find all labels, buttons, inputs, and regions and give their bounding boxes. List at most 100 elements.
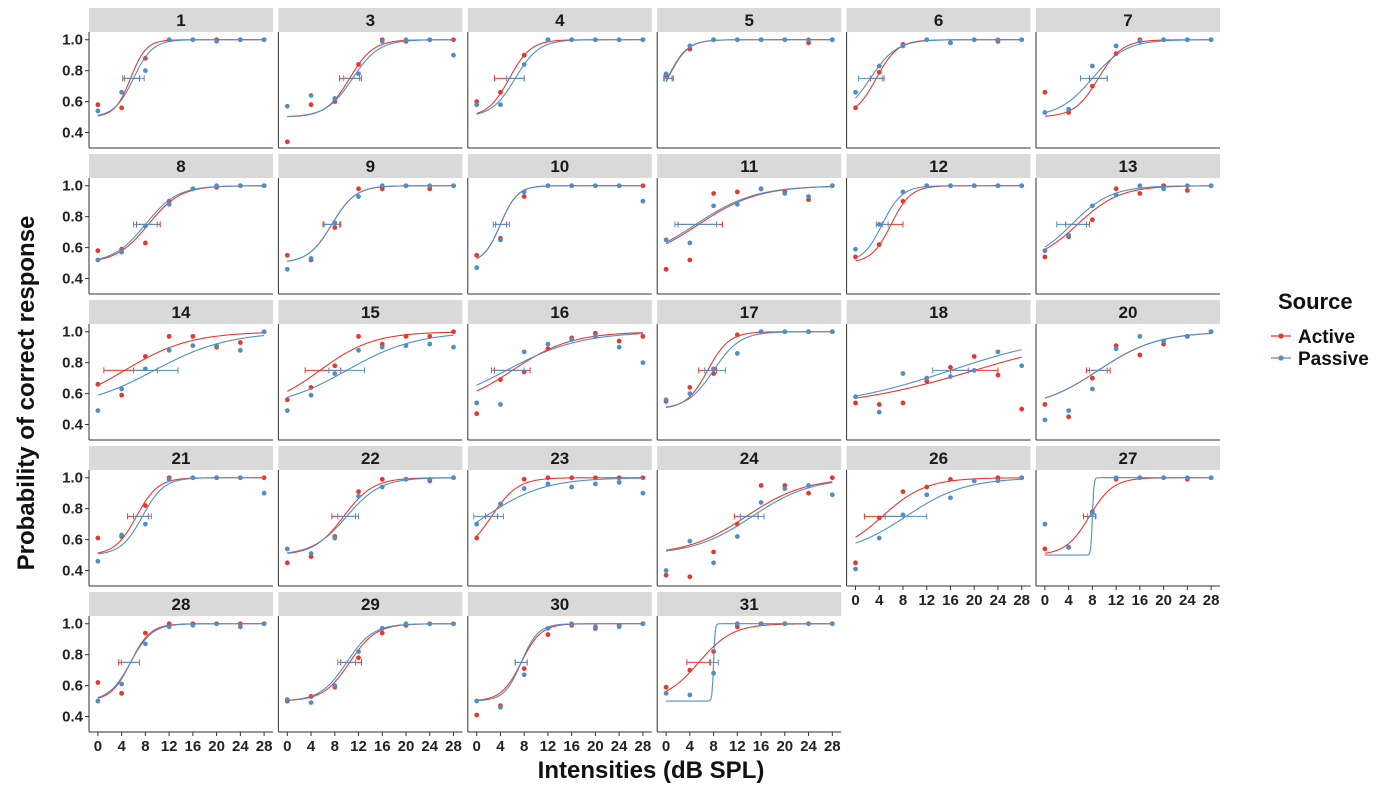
active-data-point [1042,254,1048,260]
facet-strip-label: 8 [176,157,185,176]
facet-strip-label: 27 [1119,449,1138,468]
active-data-point [379,476,385,482]
passive-data-point [95,257,101,263]
passive-fit-curve [855,349,1022,397]
facet-strip-label: 13 [1119,157,1138,176]
passive-data-point [971,183,977,189]
active-data-point [308,102,314,108]
active-data-point [451,329,456,335]
passive-data-point [876,63,882,69]
passive-data-point [427,621,433,627]
passive-data-point [1161,475,1167,481]
facet-strip [657,8,842,32]
panel-background [278,470,463,586]
active-data-point [356,186,361,192]
panel-background [89,324,273,440]
active-data-point [356,489,361,495]
facet-strip-label: 21 [172,449,191,468]
y-tick-label: 0.8 [62,501,83,518]
active-data-point [876,515,882,521]
passive-data-point [1113,346,1119,352]
y-tick-label: 0.4 [62,417,84,434]
y-tick-label: 0.4 [62,709,84,726]
y-tick-label: 1.0 [62,324,83,341]
active-data-point [474,712,480,718]
active-fit-curve [476,332,643,392]
x-tick-label: 4 [496,738,505,755]
passive-data-point [142,641,148,647]
passive-data-point [379,484,385,490]
active-data-point [1042,402,1048,407]
y-tick-label: 1.0 [62,616,83,633]
x-tick-label: 0 [94,738,102,755]
facet-strip-label: 18 [929,303,948,322]
facet-strip-label: 9 [366,157,375,176]
facet-strip [467,154,652,178]
passive-data-point [1066,544,1072,550]
passive-data-point [711,203,716,209]
passive-data-point [711,670,716,676]
passive-fit-curve [476,623,643,702]
passive-fit-curve [1044,332,1212,399]
active-data-point [521,666,527,671]
passive-data-point [924,492,930,498]
active-data-point [474,411,480,417]
y-tick-label: 1.0 [62,470,83,487]
active-data-point [1089,217,1095,223]
facet-strip [278,8,463,32]
x-tick-label: 16 [185,738,202,755]
x-tick-label: 16 [374,738,391,755]
passive-data-point [1042,417,1048,423]
legend: Source Active Passive [1271,289,1369,370]
passive-data-point [640,360,646,366]
passive-data-point [498,402,503,407]
passive-data-point [687,391,693,396]
passive-data-point [995,478,1001,484]
y-tick-label: 0.6 [62,240,83,257]
passive-data-point [829,183,835,189]
panel-background [467,470,652,586]
active-data-point [95,102,101,108]
passive-data-point [1113,43,1119,49]
passive-data-point [451,52,456,58]
passive-data-point [616,183,622,189]
active-data-point [853,400,858,406]
x-tick-label: 0 [473,738,481,755]
x-tick-label: 24 [611,738,628,755]
legend-label-active: Active [1298,327,1355,348]
facet-panel-9: 9 [277,154,463,295]
facet-panel-11: 11 [656,154,842,295]
facet-strip [89,592,273,616]
passive-data-point [1042,248,1048,254]
passive-data-point [308,93,314,98]
x-tick-label: 20 [208,738,225,755]
facet-panel-7: 7 [1035,8,1220,149]
passive-data-point [711,37,716,43]
passive-data-point [569,37,575,43]
passive-data-point [190,343,196,349]
active-data-point [403,333,409,339]
passive-data-point [1184,475,1190,481]
passive-fit-curve [287,623,454,701]
x-tick-label: 16 [563,738,580,755]
x-tick-label: 24 [800,738,817,755]
facet-strip [657,446,842,470]
passive-data-point [498,501,503,507]
passive-data-point [593,624,598,630]
active-data-point [95,248,101,254]
passive-data-point [1042,521,1048,527]
passive-data-point [758,37,764,43]
active-fit-curve [97,332,265,386]
passive-data-point [593,333,598,339]
facet-panel-13: 13 [1035,154,1220,295]
passive-data-point [474,400,480,406]
passive-data-point [308,256,314,261]
passive-data-point [1089,63,1095,69]
active-data-point [95,381,101,387]
passive-data-point [142,366,148,372]
passive-data-point [1089,510,1095,516]
active-data-point [616,338,622,344]
passive-data-point [806,194,811,199]
active-data-point [687,385,693,390]
passive-data-point [806,621,811,627]
